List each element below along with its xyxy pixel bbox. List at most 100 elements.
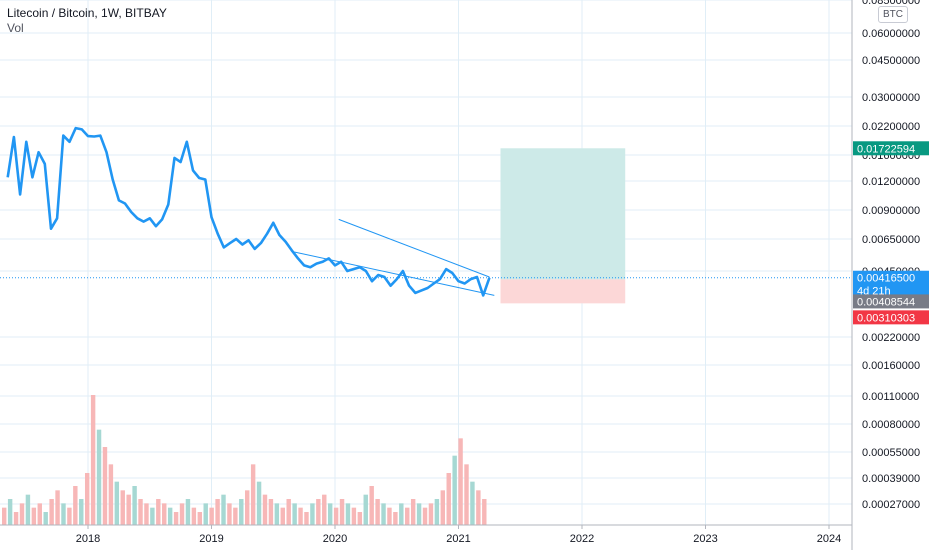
- y-tick-label: 0.03000000: [862, 92, 920, 104]
- volume-bar: [375, 499, 380, 525]
- volume-bar: [2, 507, 7, 525]
- y-tick-label: 0.02200000: [862, 121, 920, 133]
- volume-bar: [470, 481, 475, 525]
- volume-bar: [221, 494, 226, 525]
- volume-bar: [173, 512, 179, 525]
- y-tick-label: 0.00160000: [862, 360, 920, 372]
- price-line[interactable]: [6, 126, 491, 297]
- volume-bar: [292, 503, 297, 525]
- chart-title: Litecoin / Bitcoin, 1W, BITBAY: [7, 6, 167, 20]
- y-tick-label: 0.00027000: [862, 499, 920, 511]
- volume-bar: [138, 499, 143, 525]
- volume-bar: [126, 494, 131, 525]
- stop-price-tag-text: 0.00310303: [857, 312, 915, 324]
- volume-bar: [387, 507, 392, 525]
- current-price-tag-text: 0.00416500: [857, 273, 915, 285]
- y-tick-label: 0.00039000: [862, 473, 920, 485]
- currency-button[interactable]: BTC: [878, 6, 908, 23]
- volume-bar: [31, 507, 37, 525]
- volume-bar: [262, 494, 268, 525]
- volume-bar: [227, 503, 232, 525]
- x-tick-label: 2020: [323, 533, 347, 545]
- volume-bar: [150, 507, 155, 525]
- volume-bar: [37, 503, 42, 525]
- volume-bar: [144, 503, 149, 525]
- current-price-tag[interactable]: [853, 270, 929, 297]
- volume-bar: [96, 429, 102, 525]
- x-tick-label: 2023: [693, 533, 717, 545]
- volume-bar: [327, 503, 333, 525]
- volume-bar: [25, 494, 31, 525]
- volume-bar: [61, 503, 66, 525]
- y-tick-label: 0.06000000: [862, 28, 920, 40]
- volume-bar: [239, 499, 244, 525]
- volume-bar: [67, 507, 72, 525]
- x-tick-label: 2018: [76, 533, 100, 545]
- volume-bar: [245, 490, 250, 525]
- volume-bar: [250, 464, 256, 525]
- volume-bar: [446, 473, 451, 525]
- x-tick-label: 2022: [570, 533, 594, 545]
- volume-bar: [351, 507, 357, 525]
- x-tick-label: 2019: [199, 533, 223, 545]
- volume-bar: [464, 464, 469, 525]
- y-tick-label: 0.00220000: [862, 332, 920, 344]
- volume-bar: [114, 481, 120, 525]
- volume-bar: [55, 490, 60, 525]
- volume-bar: [440, 490, 446, 525]
- volume-bar: [132, 486, 137, 525]
- volume-bar: [179, 503, 185, 525]
- volume-bar: [191, 507, 197, 525]
- volume-bar: [156, 499, 161, 525]
- volume-bar: [345, 503, 351, 525]
- y-tick-label: 0.00650000: [862, 234, 920, 246]
- y-tick-label: 0.08500000: [862, 0, 920, 7]
- volume-bar: [422, 507, 428, 525]
- volume-bar: [399, 503, 404, 525]
- x-tick-label: 2021: [446, 533, 470, 545]
- volume-bar: [316, 499, 321, 525]
- volume-bar: [333, 507, 339, 525]
- y-tick-label: 0.00080000: [862, 419, 920, 431]
- volume-bar: [162, 503, 167, 525]
- volume-bar: [434, 499, 440, 525]
- volume-bar: [357, 512, 363, 525]
- target-zone[interactable]: [500, 148, 626, 280]
- volume-bar: [19, 503, 25, 525]
- stop-zone[interactable]: [500, 279, 626, 304]
- y-tick-label: 0.00055000: [862, 447, 920, 459]
- volume-bar: [120, 490, 125, 525]
- volume-bar: [452, 455, 457, 525]
- stop-price-tag[interactable]: [853, 310, 929, 325]
- volume-bar: [102, 447, 108, 525]
- y-tick-label: 0.00110000: [862, 391, 919, 403]
- volume-bar: [476, 490, 481, 525]
- volume-bar: [322, 494, 327, 525]
- volume-bar: [363, 494, 368, 525]
- volume-indicator-label[interactable]: Vol: [7, 21, 24, 35]
- entry-price-tag[interactable]: [853, 294, 929, 309]
- target-price-tag[interactable]: [853, 141, 929, 156]
- volume-bar: [49, 499, 54, 525]
- volume-bar: [233, 507, 238, 525]
- channel-lower-line[interactable]: [294, 251, 495, 296]
- volume-bar: [286, 499, 291, 525]
- y-tick-label: 0.00900000: [862, 205, 920, 217]
- volume-bar: [215, 499, 220, 525]
- volume-bar: [482, 499, 487, 525]
- y-tick-label: 0.01200000: [862, 176, 920, 188]
- volume-bar: [197, 512, 203, 525]
- volume-bar: [7, 499, 13, 525]
- volume-bar: [428, 503, 434, 525]
- entry-price-tag-text: 0.00408544: [857, 296, 915, 308]
- volume-bar: [167, 507, 173, 525]
- volume-bar: [369, 486, 374, 525]
- volume-bar: [304, 512, 309, 525]
- volume-bar: [256, 481, 262, 525]
- channel-upper-line[interactable]: [338, 218, 490, 278]
- volume-bar: [185, 499, 191, 525]
- volume-bar: [298, 507, 303, 525]
- volume-bar: [79, 499, 84, 525]
